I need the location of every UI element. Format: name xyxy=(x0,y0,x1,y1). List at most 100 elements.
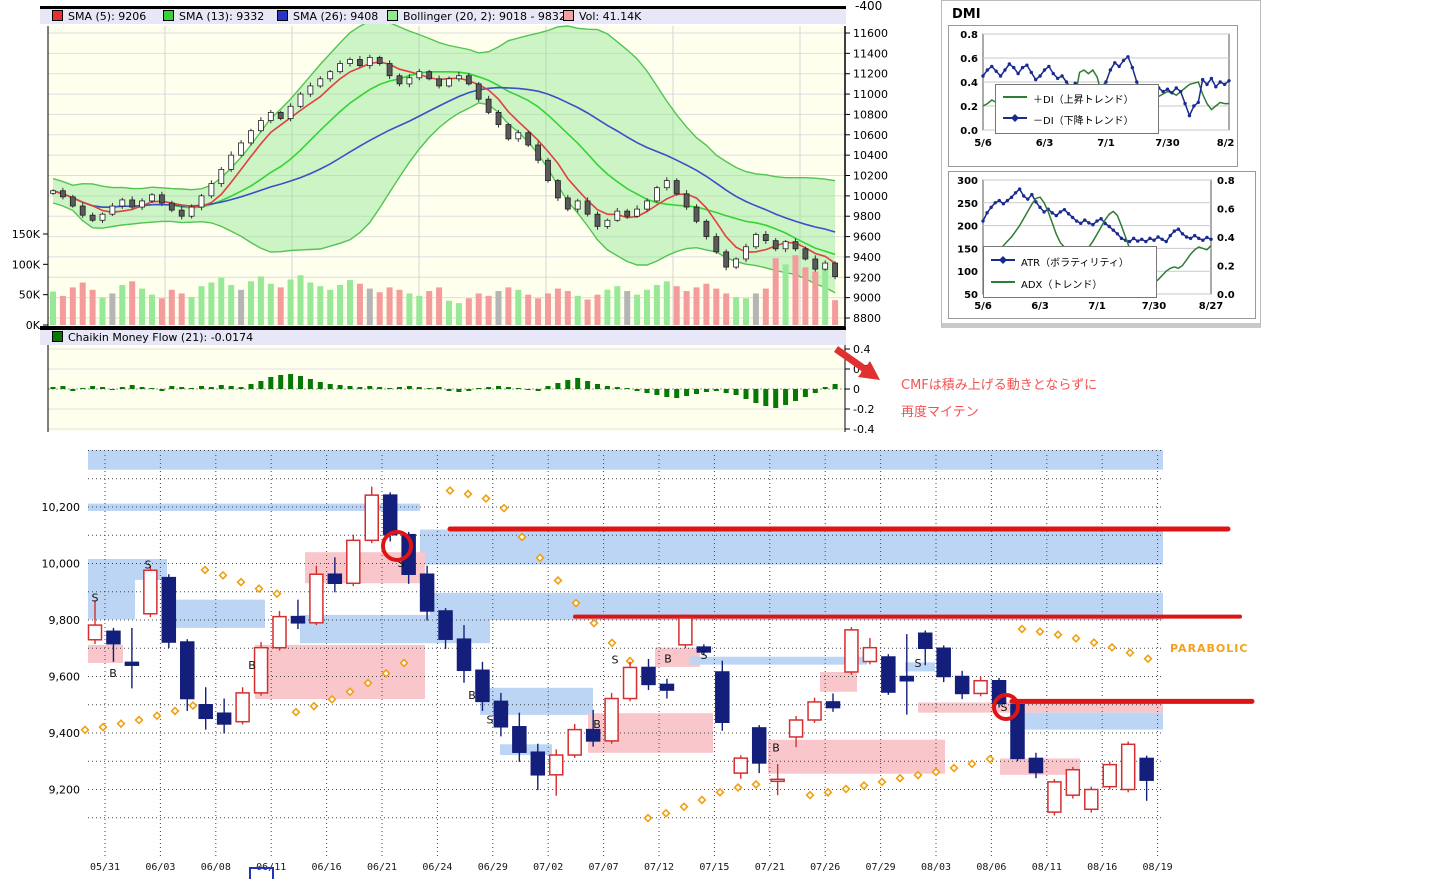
svg-text:S: S xyxy=(145,559,152,572)
svg-text:S: S xyxy=(487,713,494,726)
atr-line-sample xyxy=(990,255,1016,268)
adx-legend-row: ADX（トレンド） xyxy=(990,275,1150,292)
svg-text:9600: 9600 xyxy=(853,231,881,244)
svg-text:08/03: 08/03 xyxy=(921,862,951,873)
svg-text:9,200: 9,200 xyxy=(49,784,81,797)
svg-text:S: S xyxy=(701,649,708,662)
price-zones xyxy=(88,449,1163,775)
signal-grid xyxy=(88,450,1163,857)
svg-text:11000: 11000 xyxy=(853,88,888,101)
dmi-chart-frame: 0.8 0.6 0.4 0.2 0.05/6 6/3 7/1 7/30 8/27 ＋DI（上昇ト… xyxy=(948,25,1238,167)
legend-label-sma26: SMA (26): 9408 xyxy=(293,10,379,23)
svg-text:08/19: 08/19 xyxy=(1143,862,1173,873)
svg-text:0.6: 0.6 xyxy=(960,54,978,65)
bollinger-swatch xyxy=(387,10,398,21)
svg-text:10400: 10400 xyxy=(853,149,888,162)
parabolic-label: PARABOLIC xyxy=(1170,642,1249,655)
dmi-legend-box: ＋DI（上昇トレンド） －DI（下降トレンド） xyxy=(995,84,1159,134)
adx-label: ADX（トレンド） xyxy=(1021,279,1103,291)
svg-text:B: B xyxy=(664,652,672,665)
minus-di-line-sample xyxy=(1002,113,1028,126)
svg-text:07/29: 07/29 xyxy=(866,862,896,873)
svg-text:06/03: 06/03 xyxy=(145,862,175,873)
svg-text:7/1: 7/1 xyxy=(1088,301,1106,312)
svg-text:7/30: 7/30 xyxy=(1155,138,1180,149)
svg-text:07/21: 07/21 xyxy=(755,862,785,873)
svg-text:0.6: 0.6 xyxy=(1217,205,1235,216)
svg-text:50: 50 xyxy=(964,290,978,301)
svg-text:B: B xyxy=(248,659,256,672)
svg-text:300: 300 xyxy=(957,176,978,187)
plus-di-label: ＋DI（上昇トレンド） xyxy=(1033,95,1134,106)
atr-adx-chart-frame: 300 250 200 150 100 50 0.8 0.6 0.4 0.2 0.0 5/6 6/3 7/… xyxy=(948,171,1256,319)
svg-text:08/16: 08/16 xyxy=(1087,862,1117,873)
svg-text:06/08: 06/08 xyxy=(201,862,231,873)
svg-text:B: B xyxy=(468,689,476,702)
svg-text:B: B xyxy=(772,742,780,755)
svg-text:11400: 11400 xyxy=(853,47,888,60)
legend-item-cmf: Chaikin Money Flow (21): -0.0174 xyxy=(52,330,253,345)
legend-label-cmf: Chaikin Money Flow (21): -0.0174 xyxy=(68,331,254,344)
svg-text:9400: 9400 xyxy=(853,251,881,264)
volume-swatch xyxy=(563,10,574,21)
svg-text:08/11: 08/11 xyxy=(1032,862,1062,873)
svg-text:10200: 10200 xyxy=(853,170,888,183)
parabolic-dots xyxy=(80,486,1153,823)
svg-text:07/12: 07/12 xyxy=(644,862,674,873)
svg-text:100: 100 xyxy=(957,267,978,278)
svg-text:9,400: 9,400 xyxy=(49,727,81,740)
svg-text:0.0: 0.0 xyxy=(1217,290,1235,301)
axis-bracket-marker xyxy=(249,867,274,879)
dmi-panel: DMI 0.80.60.40.20.05/66/37/17/308/27 ＋DI… xyxy=(941,0,1261,328)
svg-text:50K: 50K xyxy=(19,289,41,302)
svg-text:11600: 11600 xyxy=(853,27,888,40)
svg-text:5/6: 5/6 xyxy=(974,301,992,312)
svg-text:100K: 100K xyxy=(12,258,41,271)
svg-text:6/3: 6/3 xyxy=(1031,301,1049,312)
right-axis-top-label: -400 xyxy=(855,0,883,13)
minus-di-label: －DI（下降トレンド） xyxy=(1033,116,1134,127)
svg-text:0.8: 0.8 xyxy=(1217,176,1235,187)
main-chart-canvas: 11600 11400 11200 11000 10800 10600 10400 10200… xyxy=(12,19,888,436)
volume-bars xyxy=(50,255,839,325)
svg-text:0.4: 0.4 xyxy=(1217,233,1235,244)
sma26-swatch xyxy=(277,10,288,21)
svg-text:06/29: 06/29 xyxy=(478,862,508,873)
svg-text:9000: 9000 xyxy=(853,292,881,305)
svg-text:8/27: 8/27 xyxy=(1199,301,1224,312)
legend-label-bollinger: Bollinger (20, 2): 9018 - 9832 xyxy=(403,10,566,23)
dmi-legend-minus-di: －DI（下降トレンド） xyxy=(1002,111,1152,128)
svg-text:200: 200 xyxy=(957,222,978,233)
svg-text:S: S xyxy=(612,654,619,667)
svg-text:0.4: 0.4 xyxy=(960,78,978,89)
svg-text:10800: 10800 xyxy=(853,108,888,121)
legend-item-volume: Vol: 41.14K xyxy=(563,9,641,24)
svg-text:9200: 9200 xyxy=(853,271,881,284)
cmf-annotation-line1: CMFは積み上げる動きとならずに xyxy=(901,378,1098,393)
atr-adx-legend-box: ATR（ボラティリティ） ADX（トレンド） xyxy=(983,246,1157,298)
red-arrow xyxy=(833,346,880,380)
main-chart-legend: SMA (5): 9206 SMA (13): 9332 SMA (26): 9… xyxy=(40,6,846,24)
svg-text:-0.2: -0.2 xyxy=(853,403,874,416)
plus-di-line-sample xyxy=(1002,92,1028,105)
svg-text:8800: 8800 xyxy=(853,312,881,325)
svg-text:7/30: 7/30 xyxy=(1142,301,1167,312)
main-candles xyxy=(50,54,838,280)
svg-text:07/07: 07/07 xyxy=(589,862,619,873)
signal-chart-canvas: 05/31 06/03 06/08 06/11 06/16 06/21 06/24 06/29… xyxy=(42,449,1255,873)
svg-text:0: 0 xyxy=(853,383,860,396)
svg-text:9,600: 9,600 xyxy=(49,671,81,684)
legend-label-sma13: SMA (13): 9332 xyxy=(179,10,265,23)
legend-item-sma13: SMA (13): 9332 xyxy=(163,9,264,24)
svg-text:10600: 10600 xyxy=(853,129,888,142)
svg-text:7/1: 7/1 xyxy=(1097,138,1115,149)
legend-label-sma5: SMA (5): 9206 xyxy=(68,10,147,23)
svg-text:05/31: 05/31 xyxy=(90,862,120,873)
cmf-bars xyxy=(50,374,838,408)
svg-text:B: B xyxy=(109,667,117,680)
cmf-annotation-line2: 再度マイテン xyxy=(901,405,979,420)
legend-item-sma26: SMA (26): 9408 xyxy=(277,9,378,24)
svg-text:0K: 0K xyxy=(26,319,41,332)
